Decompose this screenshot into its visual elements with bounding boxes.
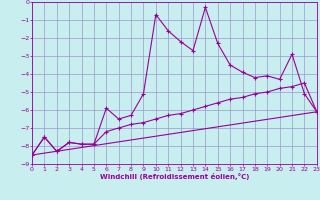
- X-axis label: Windchill (Refroidissement éolien,°C): Windchill (Refroidissement éolien,°C): [100, 173, 249, 180]
